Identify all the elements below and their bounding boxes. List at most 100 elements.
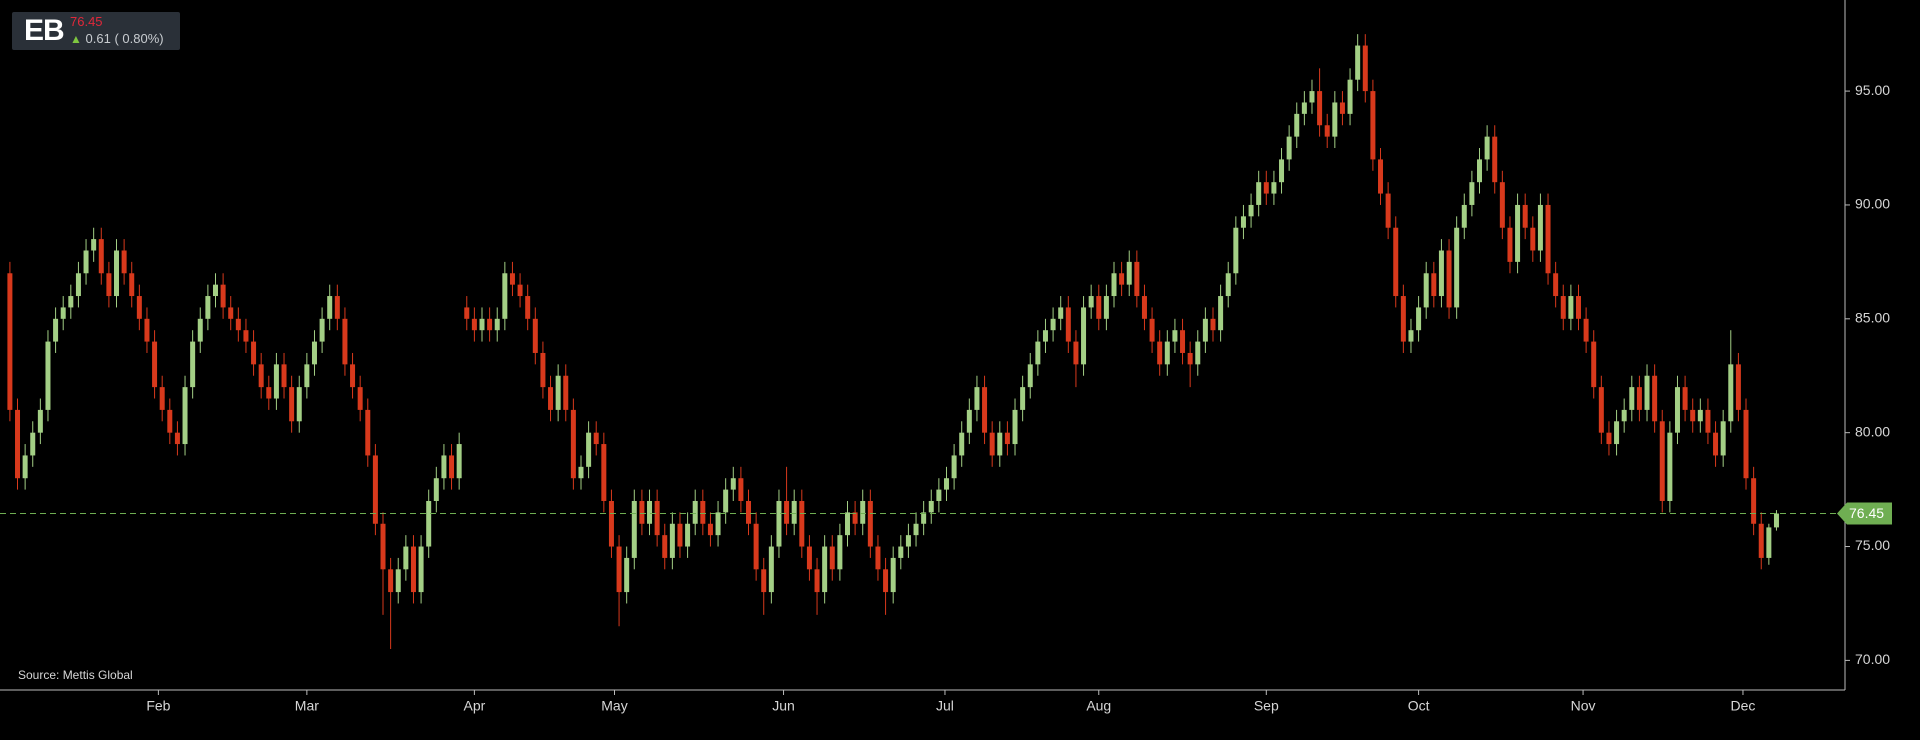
candle-body [1461,204,1467,228]
candle-body [898,546,904,558]
candle-body [1088,296,1094,308]
candle-body [1309,91,1315,103]
price-change: ▲ 0.61 ( 0.80%) [70,31,164,46]
candle-body [1690,409,1696,422]
candle-body [730,478,736,490]
candle-body [1256,182,1262,205]
candle-body [388,569,394,593]
candle-body [1317,91,1323,126]
candle-body [243,330,249,342]
candle-body [1743,409,1749,479]
candle-body [936,489,942,501]
candle-body [784,500,790,524]
candle-body [235,318,241,331]
candle-body [1682,387,1688,410]
candle-body [943,478,949,490]
candle-body [1347,79,1353,114]
change-percent: ( 0.80%) [114,31,164,46]
candle-body [654,500,660,536]
candle-body [1591,341,1597,388]
candle-body [860,500,866,524]
candle-body [806,546,812,570]
candle-body [1530,227,1536,251]
candle-body [677,523,683,547]
candle-body [433,478,439,501]
candle-body [30,432,36,456]
candle-body [525,296,531,319]
candle-body [350,364,356,388]
candle-body [205,296,211,319]
last-price-tag-label: 76.45 [1849,505,1884,521]
candle-body [1065,307,1071,342]
candle-body [1614,421,1620,445]
candle-body [487,318,493,331]
candle-body [1751,478,1757,524]
candle-body [1370,91,1376,160]
candle-body [1012,409,1018,445]
candle-body [121,250,127,274]
candle-body [883,569,889,593]
candle-body [159,387,165,410]
candle-body [410,546,416,593]
candle-body [327,296,333,319]
candle-body [890,557,896,593]
candle-body [593,432,599,445]
ticker-header: EB 76.45 ▲ 0.61 ( 0.80%) [12,12,180,50]
y-tick-label: 95.00 [1855,82,1890,98]
candle-body [1134,261,1140,297]
candle-body [1096,296,1102,319]
last-price: 76.45 [70,14,103,29]
candle-body [106,273,112,297]
candle-body [578,466,584,479]
candle-body [1103,296,1109,319]
candle-body [1545,204,1551,274]
candle-body [1438,250,1444,297]
candle-body [83,250,89,274]
y-tick-label: 70.00 [1855,651,1890,667]
candle-body [1537,204,1543,251]
candle-body [1629,387,1635,410]
candle-body [1416,307,1422,331]
candle-body [1469,182,1475,205]
y-tick-label: 80.00 [1855,423,1890,439]
candle-body [464,307,470,319]
candle-body [700,500,706,524]
candle-body [1035,341,1041,365]
candle-body [456,444,462,479]
candle-body [60,307,66,319]
candle-body [829,546,835,570]
candle-body [1583,318,1589,342]
candle-body [1111,273,1117,297]
candle-body [144,318,150,342]
candle-body [951,455,957,479]
last-price-tag [1837,502,1892,525]
candle-body [753,523,759,570]
candle-body [1279,159,1285,183]
candle-body [190,341,196,388]
candle-body [15,409,21,479]
candle-body [1004,432,1010,445]
candle-body [601,444,607,501]
candle-body [1393,227,1399,297]
candle-body [707,523,713,536]
candle-body [1020,387,1026,410]
candle-body [1400,296,1406,342]
source-note: Source: Mettis Global [18,668,133,682]
candle-body [212,284,218,297]
candle-body [1728,364,1734,422]
candle-body [1202,318,1208,342]
candle-body [1507,227,1513,262]
candle-body [624,557,630,593]
candle-body [220,284,226,308]
candle-body [1667,432,1673,501]
x-tick-label: May [601,698,627,714]
candle-body [1187,352,1193,365]
candle-body [1233,227,1239,274]
x-tick-label: Mar [295,698,319,714]
x-tick-label: Feb [146,698,170,714]
candle-body [1423,273,1429,308]
candle-body [1499,182,1505,228]
candle-body [273,364,279,399]
candle-body [114,250,120,297]
